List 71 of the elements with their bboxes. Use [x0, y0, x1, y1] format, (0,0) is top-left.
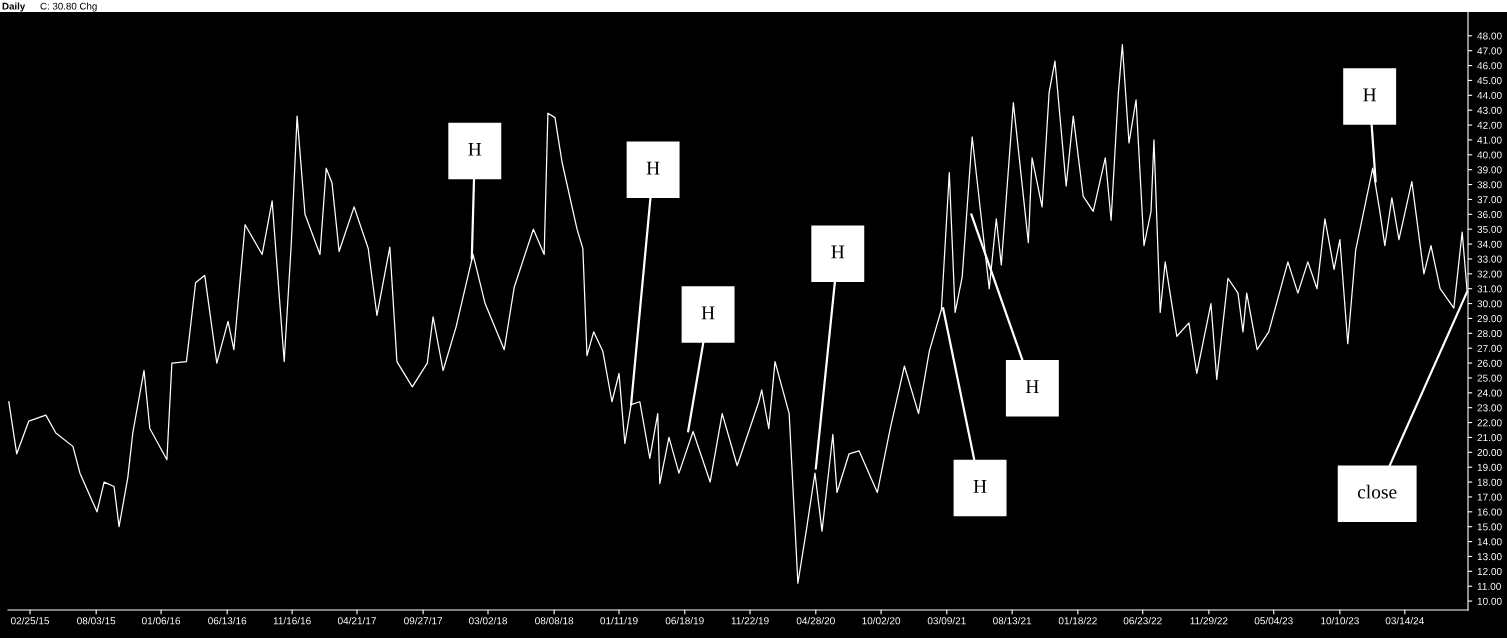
- x-tick-label: 08/03/15: [77, 616, 116, 625]
- y-tick-label: 24.00: [1477, 389, 1502, 397]
- y-tick-label: 23.00: [1477, 404, 1502, 412]
- y-tick-label: 16.00: [1477, 508, 1502, 516]
- y-tick-label: 26.00: [1477, 359, 1502, 367]
- y-tick-label: 19.00: [1477, 463, 1502, 471]
- x-tick-label: 08/13/21: [993, 616, 1032, 625]
- y-tick-label: 45.00: [1477, 77, 1502, 85]
- y-tick-label: 14.00: [1477, 538, 1502, 546]
- y-tick-label: 17.00: [1477, 493, 1502, 501]
- y-tick-label: 15.00: [1477, 523, 1502, 531]
- x-tick-label: 04/21/17: [337, 616, 376, 625]
- y-tick-label: 28.00: [1477, 329, 1502, 338]
- annotation: H: [973, 479, 987, 493]
- y-tick-label: 43.00: [1477, 106, 1502, 114]
- x-tick-label: 09/27/17: [404, 616, 443, 625]
- y-tick-label: 27.00: [1477, 344, 1502, 352]
- x-tick-label: 10/02/20: [862, 616, 901, 625]
- y-tick-label: 10.00: [1477, 597, 1502, 605]
- annotation: close: [1357, 484, 1397, 499]
- y-tick-label: 22.00: [1477, 419, 1502, 427]
- y-tick-label: 48.00: [1477, 32, 1502, 40]
- x-tick-label: 03/09/21: [927, 616, 966, 625]
- y-tick-label: 31.00: [1477, 285, 1502, 293]
- y-tick-label: 25.00: [1477, 374, 1502, 382]
- x-tick-label: 06/23/22: [1123, 616, 1162, 625]
- y-tick-label: 32.00: [1477, 270, 1502, 278]
- x-tick-label: 11/29/22: [1190, 616, 1228, 625]
- y-tick-label: 18.00: [1477, 478, 1502, 486]
- x-tick-label: 01/11/19: [600, 616, 638, 625]
- y-tick-label: 42.00: [1477, 121, 1502, 129]
- y-tick-label: 44.00: [1477, 91, 1502, 100]
- x-tick-label: 10/10/23: [1321, 616, 1359, 625]
- annotation: H: [1363, 88, 1377, 102]
- y-tick-label: 46.00: [1477, 62, 1502, 70]
- chart-title: Daily: [2, 2, 26, 12]
- annotation: H: [831, 245, 845, 259]
- y-tick-label: 35.00: [1477, 225, 1502, 233]
- y-tick-label: 12.00: [1477, 567, 1502, 576]
- y-tick-label: 47.00: [1477, 47, 1502, 55]
- x-tick-label: 11/22/19: [731, 616, 769, 625]
- x-tick-label: 03/02/18: [468, 616, 508, 625]
- x-tick-label: 06/18/19: [665, 616, 704, 625]
- chart-subtitle: C: 30.80 Chg: [40, 2, 97, 12]
- y-tick-label: 20.00: [1477, 448, 1502, 457]
- annotation: H: [468, 142, 482, 156]
- y-tick-label: 37.00: [1477, 196, 1502, 204]
- y-tick-label: 36.00: [1477, 210, 1502, 219]
- y-tick-label: 33.00: [1477, 255, 1502, 263]
- x-tick-label: 01/18/22: [1058, 616, 1097, 625]
- x-tick-label: 05/04/23: [1254, 616, 1293, 625]
- y-tick-label: 13.00: [1477, 553, 1502, 561]
- x-tick-label: 03/14/24: [1385, 616, 1424, 625]
- y-tick-label: 21.00: [1477, 434, 1502, 442]
- x-tick-label: 01/06/16: [142, 616, 181, 625]
- x-tick-label: 02/25/15: [10, 616, 50, 625]
- annotation: H: [646, 161, 660, 175]
- y-tick-label: 39.00: [1477, 166, 1502, 174]
- y-tick-label: 29.00: [1477, 315, 1502, 323]
- y-tick-label: 30.00: [1477, 300, 1502, 308]
- x-tick-label: 11/16/16: [273, 616, 311, 625]
- x-tick-label: 04/28/20: [796, 616, 835, 625]
- x-tick-label: 06/13/16: [208, 616, 247, 625]
- y-tick-label: 11.00: [1477, 582, 1501, 590]
- y-tick-label: 41.00: [1477, 136, 1502, 144]
- annotation: H: [701, 306, 715, 320]
- y-tick-label: 34.00: [1477, 240, 1502, 248]
- x-tick-label: 08/08/18: [535, 616, 574, 625]
- y-tick-label: 38.00: [1477, 181, 1502, 189]
- y-tick-label: 40.00: [1477, 151, 1502, 159]
- annotation: H: [1025, 380, 1039, 393]
